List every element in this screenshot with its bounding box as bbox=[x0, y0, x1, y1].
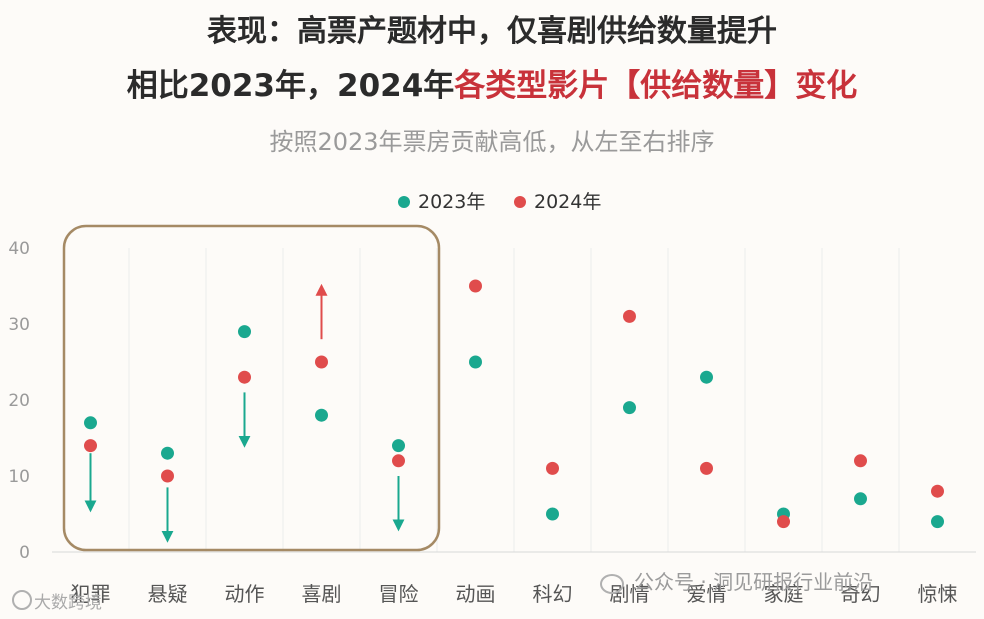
title-highlight: 各类型影片【供给数量】变化 bbox=[454, 68, 858, 104]
x-tick-label: 奇幻 bbox=[841, 582, 881, 606]
data-point-2024 bbox=[700, 461, 713, 475]
watermark-right: 公众号 · 洞见研报行业前沿 bbox=[634, 570, 874, 594]
brand-logo-icon bbox=[12, 590, 32, 610]
y-tick-label: 20 bbox=[8, 391, 30, 411]
data-point-2024 bbox=[469, 279, 482, 293]
legend-marker-2023 bbox=[398, 196, 410, 208]
highlight-box bbox=[62, 224, 441, 552]
data-point-2023 bbox=[623, 401, 636, 415]
data-point-2024 bbox=[777, 515, 790, 529]
y-tick-label: 10 bbox=[8, 467, 30, 487]
y-tick-label: 0 bbox=[19, 543, 30, 563]
data-point-2024 bbox=[931, 484, 944, 498]
data-point-2023 bbox=[315, 408, 328, 422]
data-point-2023 bbox=[238, 325, 251, 339]
x-tick-label: 冒险 bbox=[379, 582, 419, 606]
data-point-2023 bbox=[700, 370, 713, 384]
x-tick-label: 动画 bbox=[456, 582, 496, 606]
data-point-2023 bbox=[854, 492, 867, 506]
wechat-icon bbox=[600, 574, 624, 594]
x-tick-label: 动作 bbox=[225, 582, 265, 606]
y-tick-label: 30 bbox=[8, 315, 30, 335]
x-tick-label: 喜剧 bbox=[302, 582, 342, 606]
data-point-2023 bbox=[161, 446, 174, 460]
data-point-2023 bbox=[931, 515, 944, 529]
data-point-2024 bbox=[238, 370, 251, 384]
data-point-2024 bbox=[546, 461, 559, 475]
legend-label-2023: 2023年 bbox=[418, 191, 485, 213]
x-tick-label: 科幻 bbox=[533, 582, 573, 606]
data-point-2024 bbox=[392, 454, 405, 468]
data-point-2024 bbox=[854, 454, 867, 468]
chart-title: 表现：高票产题材中，仅喜剧供给数量提升 bbox=[207, 14, 777, 49]
data-point-2023 bbox=[546, 507, 559, 521]
legend-label-2024: 2024年 bbox=[534, 191, 601, 213]
data-point-2024 bbox=[315, 355, 328, 369]
data-point-2024 bbox=[161, 469, 174, 483]
x-tick-label: 爱情 bbox=[687, 582, 727, 606]
chart-title-line2: 相比2023年，2024年各类型影片【供给数量】变化 bbox=[0, 60, 984, 105]
x-tick-label: 惊悚 bbox=[918, 582, 958, 606]
x-tick-label: 悬疑 bbox=[148, 582, 188, 606]
data-point-2023 bbox=[392, 439, 405, 453]
title-prefix: 相比2023年，2024年 bbox=[126, 68, 455, 104]
x-tick-label: 犯罪 bbox=[71, 582, 111, 606]
data-point-2024 bbox=[623, 309, 636, 323]
legend-marker-2024 bbox=[514, 196, 526, 208]
chart-subtitle: 按照2023年票房贡献高低，从左至右排序 bbox=[269, 128, 715, 156]
data-point-2023 bbox=[84, 416, 97, 430]
x-tick-label: 家庭 bbox=[764, 582, 804, 606]
data-point-2023 bbox=[469, 355, 482, 369]
y-tick-label: 40 bbox=[8, 239, 30, 259]
data-point-2024 bbox=[84, 439, 97, 453]
watermark-left: 大数跨境 bbox=[34, 593, 102, 613]
